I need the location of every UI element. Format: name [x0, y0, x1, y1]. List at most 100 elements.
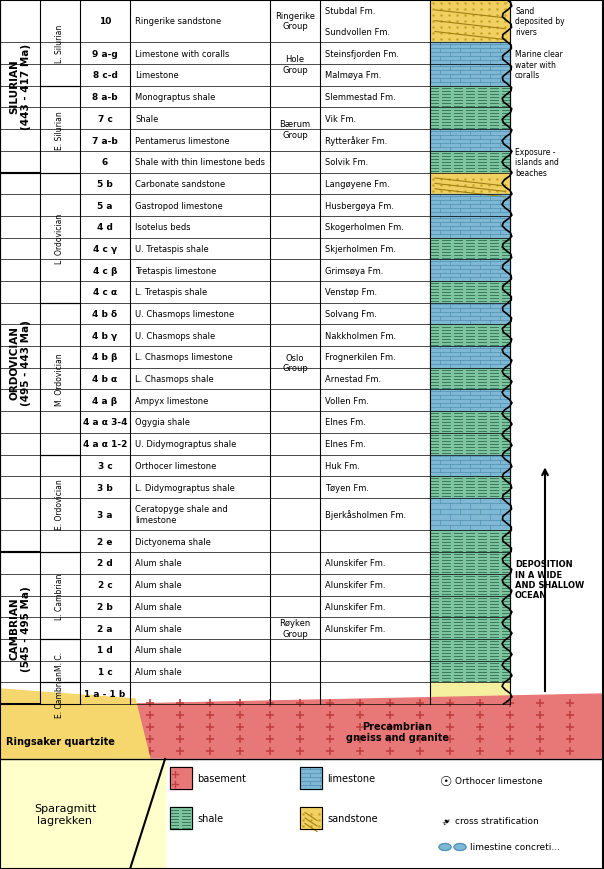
- Text: Bjerkåsholmen Fm.: Bjerkåsholmen Fm.: [325, 509, 406, 520]
- Text: Stubdal Fm.

Sundvollen Fm.: Stubdal Fm. Sundvollen Fm.: [325, 7, 390, 36]
- Text: Orthocer limestone: Orthocer limestone: [455, 777, 542, 786]
- Text: L. Tretaspis shale: L. Tretaspis shale: [135, 288, 207, 297]
- Text: ORDOVICIAN
(495 - 443 Ma): ORDOVICIAN (495 - 443 Ma): [9, 320, 31, 406]
- Text: 9 a-g: 9 a-g: [92, 50, 118, 59]
- Text: Dictyonema shale: Dictyonema shale: [135, 537, 211, 547]
- Text: Malmøya Fm.: Malmøya Fm.: [325, 71, 381, 80]
- Bar: [300, 767, 322, 789]
- Text: 1 c: 1 c: [98, 667, 112, 676]
- Text: Precambrian
gneiss and granite: Precambrian gneiss and granite: [345, 721, 449, 742]
- Bar: [430, 216, 510, 238]
- Text: 5 b: 5 b: [97, 180, 113, 189]
- Text: Exposure -
islands and
beaches: Exposure - islands and beaches: [515, 148, 559, 177]
- Text: Orthocer limestone: Orthocer limestone: [135, 461, 216, 470]
- Text: Røyken
Group: Røyken Group: [280, 619, 310, 638]
- Text: 4 c α: 4 c α: [93, 288, 117, 297]
- Bar: [430, 0, 510, 43]
- Text: L. Silurian: L. Silurian: [56, 24, 65, 63]
- Text: L. Cambrian: L. Cambrian: [56, 573, 65, 619]
- Text: ❧: ❧: [440, 814, 454, 828]
- Bar: [430, 368, 510, 390]
- Text: 4 c β: 4 c β: [93, 266, 117, 275]
- Text: Vollen Fm.: Vollen Fm.: [325, 396, 369, 405]
- Text: Alunskifer Fm.: Alunskifer Fm.: [325, 559, 385, 567]
- Bar: [430, 109, 510, 130]
- Text: Sparagmitt
lagrekken: Sparagmitt lagrekken: [34, 803, 96, 825]
- Bar: [430, 303, 510, 325]
- Text: E. Cambrian: E. Cambrian: [56, 670, 65, 717]
- Text: Gastropod limestone: Gastropod limestone: [135, 202, 223, 210]
- Text: Grimsøya Fm.: Grimsøya Fm.: [325, 266, 384, 275]
- Bar: [430, 173, 510, 195]
- Text: 8 a-b: 8 a-b: [92, 93, 118, 102]
- Text: Elnes Fm.: Elnes Fm.: [325, 418, 366, 427]
- Text: Alunskifer Fm.: Alunskifer Fm.: [325, 602, 385, 611]
- Text: 7 a-b: 7 a-b: [92, 136, 118, 145]
- Text: Sand
deposited by
rivers: Sand deposited by rivers: [515, 7, 565, 36]
- Text: Ringsaker quartzite: Ringsaker quartzite: [5, 736, 114, 746]
- Text: U. Didymograptus shale: U. Didymograptus shale: [135, 440, 236, 448]
- Text: Steinsfjorden Fm.: Steinsfjorden Fm.: [325, 50, 399, 59]
- Text: Tretaspis limestone: Tretaspis limestone: [135, 266, 216, 275]
- Bar: [430, 325, 510, 347]
- Text: 3 b: 3 b: [97, 483, 113, 492]
- Bar: [430, 195, 510, 216]
- Bar: [430, 282, 510, 303]
- Text: Alum shale: Alum shale: [135, 667, 182, 676]
- Text: 4 a β: 4 a β: [92, 396, 118, 405]
- Text: 4 b β: 4 b β: [92, 353, 118, 362]
- Bar: [300, 807, 322, 829]
- Text: limestone: limestone: [327, 773, 375, 783]
- Text: Alum shale: Alum shale: [135, 624, 182, 633]
- Text: CAMBRIAN
(545 - 495 Ma): CAMBRIAN (545 - 495 Ma): [9, 586, 31, 671]
- Text: Shale with thin limestone beds: Shale with thin limestone beds: [135, 158, 265, 167]
- Text: 2 c: 2 c: [98, 580, 112, 589]
- Text: 2 e: 2 e: [97, 537, 113, 547]
- Text: Huk Fm.: Huk Fm.: [325, 461, 360, 470]
- Bar: [430, 43, 510, 65]
- Text: U. Chasmops shale: U. Chasmops shale: [135, 331, 215, 341]
- Bar: [430, 390, 510, 412]
- Text: Vik Fm.: Vik Fm.: [325, 115, 356, 123]
- Text: L. Ordovician: L. Ordovician: [56, 213, 65, 263]
- Bar: [300, 807, 322, 829]
- Text: basement: basement: [197, 773, 246, 783]
- Text: 4 b δ: 4 b δ: [92, 309, 118, 319]
- Bar: [430, 660, 510, 682]
- Text: limestine concreti...: limestine concreti...: [470, 843, 560, 852]
- Text: 1 a - 1 b: 1 a - 1 b: [85, 689, 126, 698]
- Text: 3 a: 3 a: [97, 510, 113, 519]
- Text: Marine clear
water with
coralls: Marine clear water with coralls: [515, 50, 563, 80]
- Text: Elnes Fm.: Elnes Fm.: [325, 440, 366, 448]
- Text: Alum shale: Alum shale: [135, 646, 182, 654]
- Text: M. C.: M. C.: [56, 652, 65, 670]
- Text: Alunskifer Fm.: Alunskifer Fm.: [325, 580, 385, 589]
- Text: sandstone: sandstone: [327, 813, 378, 823]
- Text: M. Ordovician: M. Ordovician: [56, 353, 65, 406]
- Bar: [430, 412, 510, 434]
- Bar: [430, 682, 510, 704]
- Text: 8 c-d: 8 c-d: [92, 71, 117, 80]
- Text: Ampyx limestone: Ampyx limestone: [135, 396, 208, 405]
- Text: Monograptus shale: Monograptus shale: [135, 93, 216, 102]
- Text: 1 d: 1 d: [97, 646, 113, 654]
- Text: 5 a: 5 a: [97, 202, 113, 210]
- Text: 4 d: 4 d: [97, 223, 113, 232]
- Text: Solvik Fm.: Solvik Fm.: [325, 158, 368, 167]
- Bar: [430, 65, 510, 87]
- Text: Limestone: Limestone: [135, 71, 179, 80]
- Bar: [430, 238, 510, 260]
- Text: 4 b α: 4 b α: [92, 375, 118, 384]
- Text: Husbergøya Fm.: Husbergøya Fm.: [325, 202, 394, 210]
- Text: Ringerike
Group: Ringerike Group: [275, 12, 315, 31]
- Bar: [170, 807, 192, 829]
- Ellipse shape: [439, 844, 451, 851]
- Ellipse shape: [454, 844, 466, 851]
- Bar: [170, 767, 192, 789]
- Text: Nakkholmen Fm.: Nakkholmen Fm.: [325, 331, 396, 341]
- Text: Rytteråker Fm.: Rytteråker Fm.: [325, 136, 387, 146]
- Text: Tøyen Fm.: Tøyen Fm.: [325, 483, 369, 492]
- Bar: [430, 553, 510, 574]
- Text: 7 c: 7 c: [98, 115, 112, 123]
- Text: L. Chasmops limestone: L. Chasmops limestone: [135, 353, 233, 362]
